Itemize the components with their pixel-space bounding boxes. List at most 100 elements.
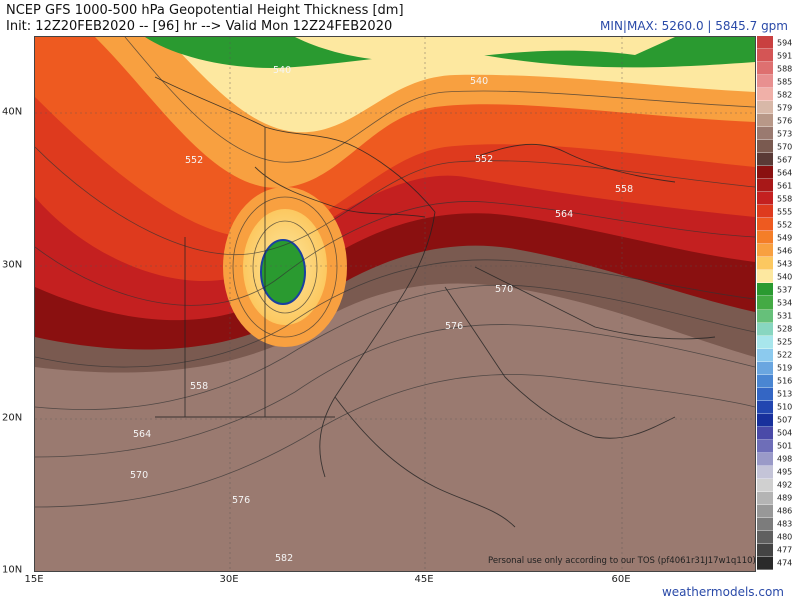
colorbar-level-label: 477 [777, 545, 793, 555]
colorbar-level-label: 594 [777, 38, 793, 47]
colorbar-cell [757, 101, 773, 115]
contour-label: 552 [475, 154, 493, 165]
colorbar-cell [757, 426, 773, 440]
colorbar-cell [757, 374, 773, 388]
contour-label: 552 [185, 155, 203, 166]
contour-label: 570 [130, 470, 148, 481]
colorbar-level-label: 579 [777, 103, 793, 113]
colorbar-level-label: 561 [777, 181, 793, 191]
colorbar-cell [757, 205, 773, 219]
thickness-map: 540 540 552 558 564 570 576 558 564 570 … [34, 36, 756, 572]
colorbar-level-label: 573 [777, 129, 793, 139]
map-title: NCEP GFS 1000-500 hPa Geopotential Heigh… [6, 3, 404, 18]
colorbar-level-label: 510 [777, 402, 793, 412]
colorbar-cell [757, 166, 773, 180]
map-canvas: 540 540 552 558 564 570 576 558 564 570 … [35, 37, 755, 571]
colorbar-level-label: 522 [777, 350, 793, 360]
colorbar-level-label: 504 [777, 428, 793, 438]
lat-label: 20N [2, 412, 23, 424]
contour-label: 570 [495, 284, 513, 295]
credit-link[interactable]: weathermodels.com [661, 585, 784, 599]
colorbar-cell [757, 556, 773, 570]
colorbar-cell [757, 452, 773, 466]
colorbar-cell [757, 36, 773, 50]
colorbar-level-label: 543 [777, 259, 793, 269]
colorbar-cell [757, 504, 773, 518]
colorbar-cell [757, 257, 773, 271]
colorbar-cell [757, 192, 773, 206]
colorbar-cell [757, 361, 773, 375]
colorbar-cell [757, 114, 773, 128]
colorbar-cell [757, 283, 773, 297]
colorbar-cell [757, 413, 773, 427]
colorbar-cell [757, 335, 773, 349]
colorbar-level-label: 501 [777, 441, 793, 451]
colorbar-cell [757, 387, 773, 401]
colorbar-cell [757, 491, 773, 505]
min-max-readout: MIN|MAX: 5260.0 | 5845.7 gpm [600, 19, 788, 33]
colorbar-level-label: 564 [777, 168, 793, 178]
colorbar-cell [757, 270, 773, 284]
colorbar-level-label: 582 [777, 90, 793, 100]
colorbar-level-label: 558 [777, 194, 793, 204]
lat-label: 40N [2, 106, 23, 118]
colorbar-level-label: 546 [777, 246, 793, 256]
colorbar-level-label: 525 [777, 337, 793, 347]
colorbar-level-label: 513 [777, 389, 793, 399]
colorbar-level-label: 486 [777, 506, 793, 516]
contour-label: 558 [190, 381, 208, 392]
contour-label: 576 [445, 321, 463, 332]
lon-label: 60E [611, 574, 631, 585]
colorbar-cell [757, 179, 773, 193]
colorbar-cell [757, 530, 773, 544]
colorbar-cell [757, 62, 773, 76]
colorbar-cell [757, 478, 773, 492]
colorbar-cell [757, 231, 773, 245]
colorbar-level-label: 519 [777, 363, 793, 373]
lat-label: 30N [2, 259, 23, 271]
colorbar-cell [757, 348, 773, 362]
lon-label: 30E [219, 574, 239, 585]
colorbar-cell [757, 140, 773, 154]
colorbar-level-label: 588 [777, 64, 793, 74]
colorbar-cell [757, 517, 773, 531]
lon-label: 15E [24, 574, 44, 585]
colorbar-level-label: 570 [777, 142, 793, 152]
colorbar-cell [757, 88, 773, 102]
colorbar-level-label: 534 [777, 298, 793, 308]
colorbar-level-label: 576 [777, 116, 793, 126]
colorbar-cell [757, 296, 773, 310]
colorbar-cell [757, 322, 773, 336]
colorbar-level-label: 492 [777, 480, 793, 490]
colorbar-level-label: 567 [777, 155, 793, 165]
contour-label: 582 [275, 553, 293, 564]
colorbar-cell [757, 75, 773, 89]
colorbar-level-label: 489 [777, 493, 793, 503]
colorbar-level-label: 591 [777, 51, 793, 61]
colorbar-level-label: 555 [777, 207, 793, 217]
colorbar-cell [757, 218, 773, 232]
colorbar-cell [757, 439, 773, 453]
colorbar-level-label: 516 [777, 376, 793, 386]
init-valid-time: Init: 12Z20FEB2020 -- [96] hr --> Valid … [6, 19, 393, 34]
colorbar-cell [757, 153, 773, 167]
colorbar-level-label: 540 [777, 272, 793, 282]
lon-label: 45E [414, 574, 434, 585]
colorbar-level-label: 507 [777, 415, 793, 425]
contour-label: 576 [232, 495, 250, 506]
contour-label: 540 [273, 65, 291, 76]
colorbar-cell [757, 465, 773, 479]
colorbar-cell [757, 543, 773, 557]
colorbar-cell [757, 309, 773, 323]
colorbar-level-label: 552 [777, 220, 793, 230]
colorbar-level-label: 528 [777, 324, 793, 334]
colorbar [757, 36, 773, 570]
contour-label: 564 [555, 209, 573, 220]
colorbar-cell [757, 244, 773, 258]
tos-notice: Personal use only according to our TOS (… [488, 556, 756, 566]
colorbar-cell [757, 400, 773, 414]
colorbar-level-label: 585 [777, 77, 793, 87]
colorbar-cell [757, 49, 773, 63]
colorbar-level-label: 531 [777, 311, 793, 321]
colorbar-level-label: 549 [777, 233, 793, 243]
